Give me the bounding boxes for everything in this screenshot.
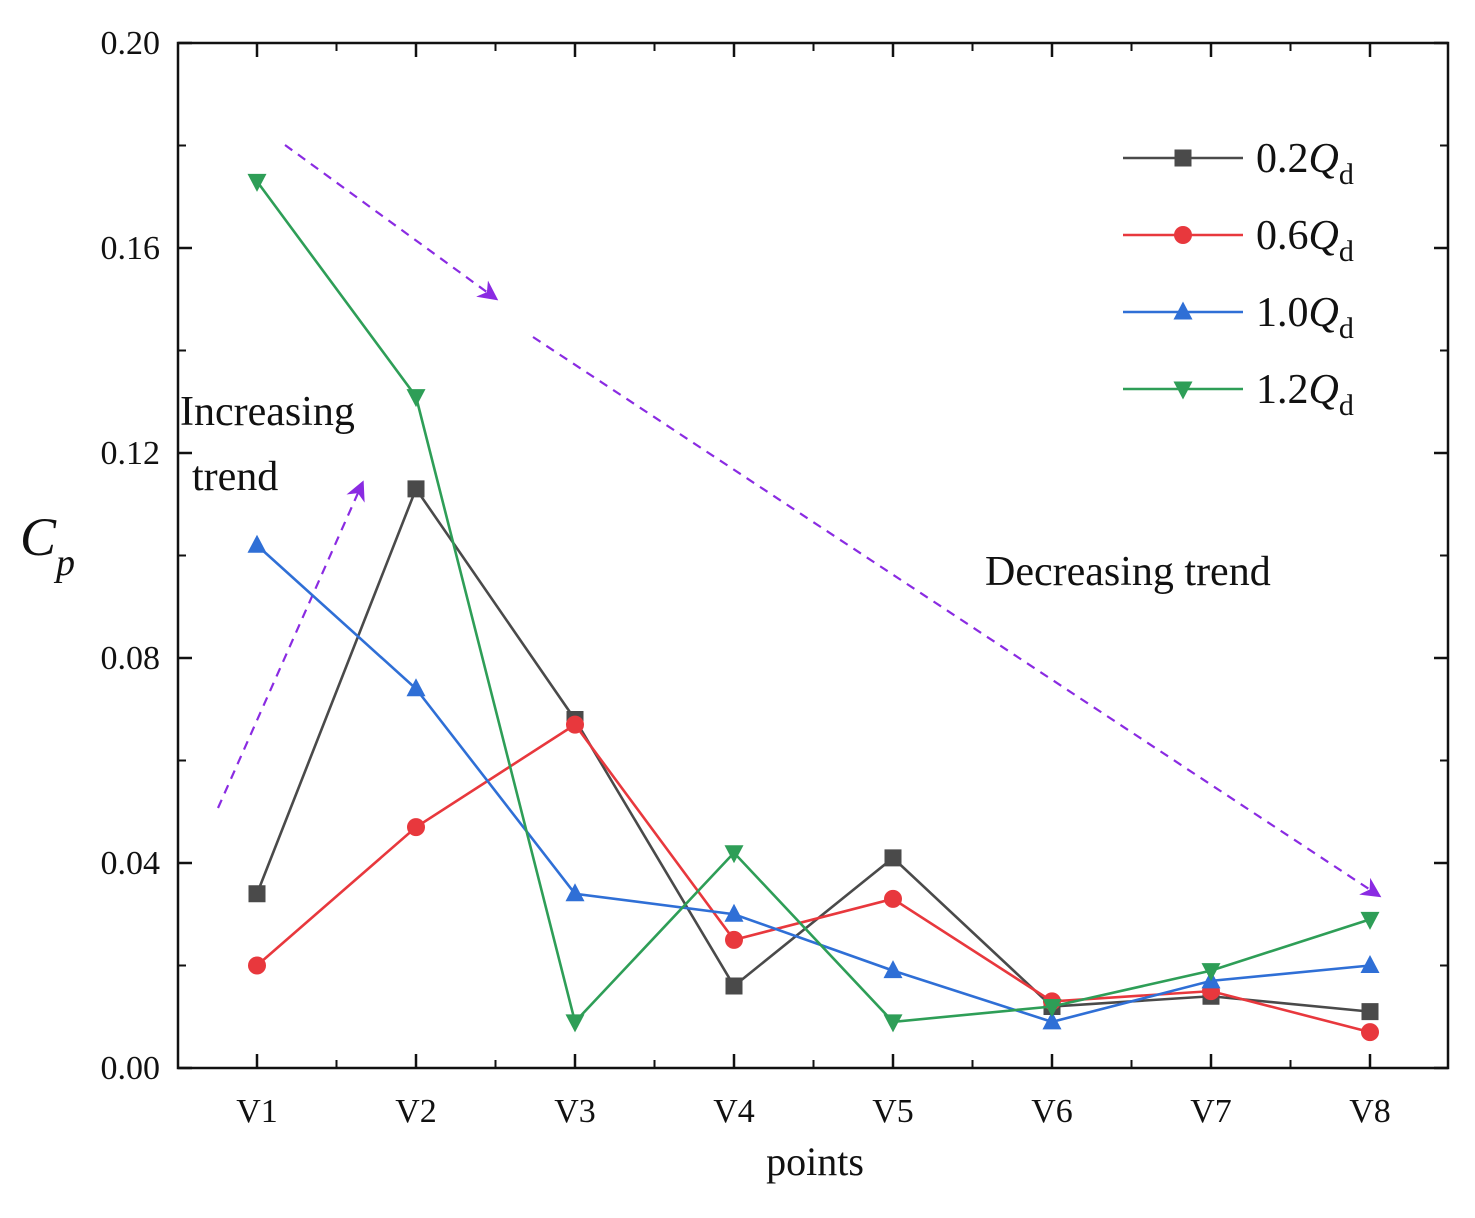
legend-label: 1.2Qd xyxy=(1256,367,1354,422)
series-0-6Qd xyxy=(248,715,1379,1042)
y-tick-label: 0.16 xyxy=(101,230,161,267)
data-point-V2 xyxy=(406,389,426,408)
y-tick-label: 0.04 xyxy=(101,845,161,882)
y-tick-label: 0.12 xyxy=(101,435,161,472)
legend-label-sub: d xyxy=(1339,389,1354,422)
legend-label-number: 1.0 xyxy=(1256,290,1309,336)
data-point-V6 xyxy=(1042,1011,1062,1030)
x-tick-label: V1 xyxy=(236,1093,278,1130)
data-point-V5 xyxy=(883,960,903,979)
data-point-V4 xyxy=(725,977,743,995)
legend-item: 1.2Qd xyxy=(1123,367,1354,422)
decreasing-trend-arrow-lower xyxy=(532,336,1382,898)
legend-item: 0.2Qd xyxy=(1123,136,1354,191)
series-line xyxy=(256,544,1371,1024)
data-point-V1 xyxy=(247,173,267,192)
legend-label-number: 1.2 xyxy=(1256,367,1309,413)
x-tick-label: V2 xyxy=(395,1093,437,1130)
x-tick-label: V5 xyxy=(872,1093,914,1130)
increasing-trend-arrow xyxy=(216,480,365,809)
series-layer xyxy=(247,173,1380,1042)
data-point-V8 xyxy=(1360,911,1380,930)
x-tick-label: V4 xyxy=(713,1093,755,1130)
legend-label: 0.2Qd xyxy=(1256,136,1354,191)
legend-marker xyxy=(1174,149,1192,167)
data-point-V4 xyxy=(724,845,744,864)
legend-item: 0.6Qd xyxy=(1123,213,1354,268)
y-tick-label: 0.20 xyxy=(101,25,161,62)
legend-label-q: Q xyxy=(1309,213,1339,259)
data-point-V1 xyxy=(248,956,266,975)
data-point-V8 xyxy=(1361,1003,1379,1021)
legend-marker xyxy=(1173,381,1193,400)
data-point-V1 xyxy=(247,534,267,553)
y-tick-label: 0.00 xyxy=(101,1050,161,1087)
series-line xyxy=(255,180,1371,1025)
data-point-V5 xyxy=(883,1014,903,1033)
data-point-V4 xyxy=(725,930,743,949)
x-axis-title: points xyxy=(766,1139,864,1184)
legend-label-sub: d xyxy=(1339,235,1354,268)
data-point-V2 xyxy=(406,678,426,697)
y-tick-label: 0.08 xyxy=(101,640,161,677)
x-tick-label: V7 xyxy=(1190,1093,1232,1130)
data-point-V3 xyxy=(566,715,584,734)
legend-label: 1.0Qd xyxy=(1256,290,1354,345)
data-point-V8 xyxy=(1361,1023,1379,1042)
decreasing-trend-arrow-upper xyxy=(284,144,499,301)
series-line xyxy=(255,486,1371,1013)
data-point-V4 xyxy=(724,903,744,922)
increasing-trend-label-line1: Increasing xyxy=(180,389,355,435)
increasing-trend-label-line2: trend xyxy=(192,454,278,500)
data-point-V3 xyxy=(565,1014,585,1033)
series-line xyxy=(256,722,1371,1034)
x-tick-label: V6 xyxy=(1031,1093,1073,1130)
legend-label-sub: d xyxy=(1339,158,1354,191)
data-point-V5 xyxy=(884,889,902,908)
data-point-V8 xyxy=(1360,955,1380,973)
series-1-2Qd xyxy=(247,173,1380,1033)
x-tick-label: V8 xyxy=(1349,1093,1391,1130)
y-axis-title: Cp xyxy=(20,507,75,584)
legend-label-number: 0.6 xyxy=(1256,213,1309,259)
data-point-V7 xyxy=(1201,963,1221,982)
x-tick-label: V3 xyxy=(554,1093,596,1130)
data-point-V5 xyxy=(884,849,902,867)
data-point-V6 xyxy=(1042,999,1062,1017)
legend-marker xyxy=(1174,226,1192,244)
y-axis-title-sub: p xyxy=(53,542,75,584)
legend-label-q: Q xyxy=(1309,290,1339,336)
trend-arrows xyxy=(216,144,1382,898)
data-point-V2 xyxy=(407,480,425,498)
legend-label-q: Q xyxy=(1309,367,1339,413)
legend-label-q: Q xyxy=(1309,136,1339,182)
ticks-layer: 0.00 0.04 0.08 0.12 0.16 0.20 V1 V2 V3 V4 V5 V6 V7 V8 xyxy=(101,25,1448,1130)
legend-label-sub: d xyxy=(1339,312,1354,345)
legend-label-number: 0.2 xyxy=(1256,136,1309,182)
series-1-0Qd xyxy=(247,534,1380,1030)
y-axis-title-main: C xyxy=(20,507,57,567)
legend-item: 1.0Qd xyxy=(1123,290,1354,345)
legend-label: 0.6Qd xyxy=(1256,213,1354,268)
legend-marker xyxy=(1173,301,1193,320)
series-0-2Qd xyxy=(248,480,1379,1021)
data-point-V1 xyxy=(248,885,266,903)
data-point-V3 xyxy=(565,883,585,902)
data-point-V2 xyxy=(407,818,425,837)
decreasing-trend-label: Decreasing trend xyxy=(985,549,1271,595)
